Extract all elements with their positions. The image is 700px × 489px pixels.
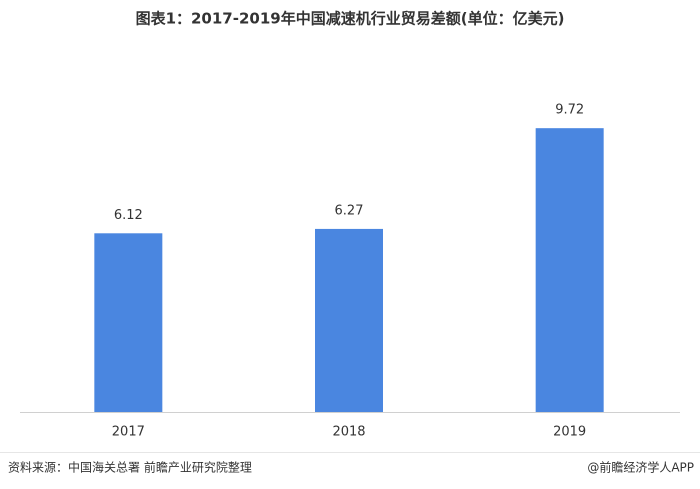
bar <box>315 228 383 412</box>
x-tick-label: 2018 <box>332 425 365 440</box>
value-label: 9.72 <box>555 103 584 118</box>
chart-title: 图表1：2017-2019年中国减速机行业贸易差额(单位：亿美元) <box>136 10 565 28</box>
credit: @前瞻经济学人APP <box>587 460 694 475</box>
bar <box>94 233 163 412</box>
value-label: 6.12 <box>114 208 143 223</box>
value-label: 6.27 <box>335 203 364 218</box>
bar <box>535 128 604 412</box>
x-tick-label: 2017 <box>112 425 145 440</box>
source-note: 资料来源：中国海关总署 前瞻产业研究院整理 <box>8 460 252 475</box>
x-tick-label: 2019 <box>553 425 586 440</box>
